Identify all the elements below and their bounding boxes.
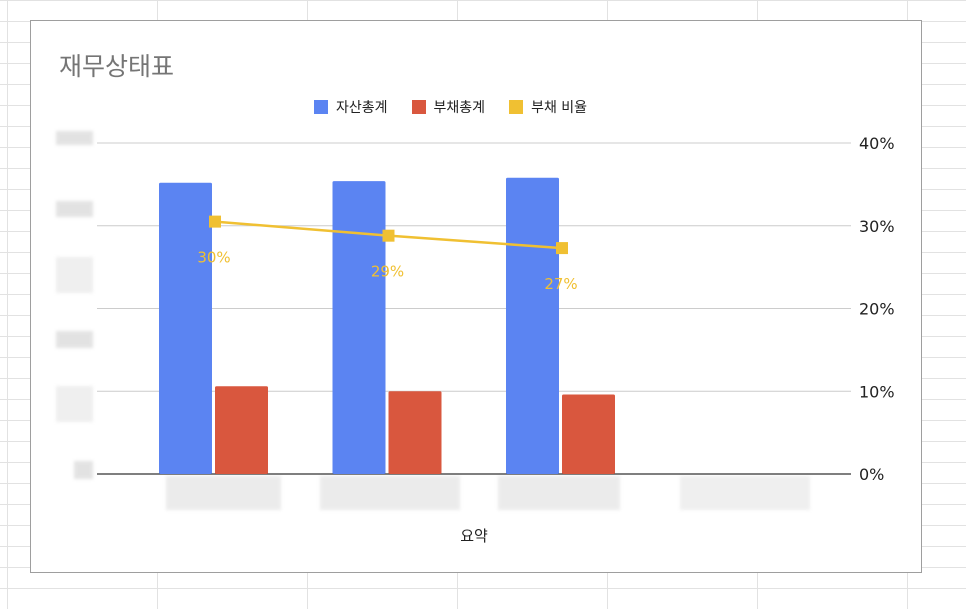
x-axis-title: 요약 (460, 527, 488, 545)
redacted-left-tick-6 (74, 461, 93, 479)
chart-title: 재무상태표 (59, 52, 175, 81)
legend-swatch-assets (314, 100, 328, 114)
line-point-debt-ratio (382, 229, 395, 242)
legend-item-liabilities[interactable]: 부채총계 (411, 97, 486, 117)
bar-assets (332, 181, 386, 474)
redacted-left-tick-5 (56, 386, 93, 422)
redacted-category-label-4 (680, 476, 810, 510)
bar-liabilities (562, 394, 615, 474)
redacted-left-tick-3 (56, 257, 93, 293)
redacted-category-label-1 (166, 476, 281, 510)
redacted-category-label-3 (498, 476, 620, 510)
redacted-left-tick-2 (56, 201, 93, 217)
bar-liabilities (215, 386, 268, 474)
bar-assets (506, 177, 559, 474)
redacted-category-label-2 (320, 476, 460, 510)
line-point-debt-ratio (556, 242, 568, 255)
legend-label-liabilities: 부채총계 (433, 100, 486, 116)
line-point-debt-ratio (209, 215, 221, 228)
chart-legend: 자산총계 부채총계 부채 비율 (314, 97, 587, 117)
y-right-tick-label: 0% (859, 465, 884, 484)
y-right-tick-label: 20% (859, 300, 895, 319)
redacted-left-tick-4 (56, 331, 93, 348)
bar-assets (159, 182, 212, 474)
redacted-left-tick-1 (56, 131, 93, 145)
data-label-debt-ratio: 30% (197, 249, 230, 267)
y-right-tick-label: 40% (859, 134, 895, 153)
y-right-tick-label: 10% (859, 382, 895, 401)
legend-label-debt-ratio: 부채 비율 (531, 100, 588, 116)
legend-swatch-liabilities (411, 100, 426, 114)
bar-liabilities (388, 391, 442, 474)
legend-swatch-debt-ratio (509, 100, 524, 114)
legend-item-assets[interactable]: 자산총계 (314, 97, 388, 117)
y-right-tick-label: 30% (859, 217, 895, 236)
legend-label-assets: 자산총계 (336, 100, 388, 116)
data-label-debt-ratio: 29% (371, 263, 404, 281)
data-label-debt-ratio: 27% (544, 275, 577, 293)
legend-item-debt-ratio[interactable]: 부채 비율 (509, 97, 587, 117)
